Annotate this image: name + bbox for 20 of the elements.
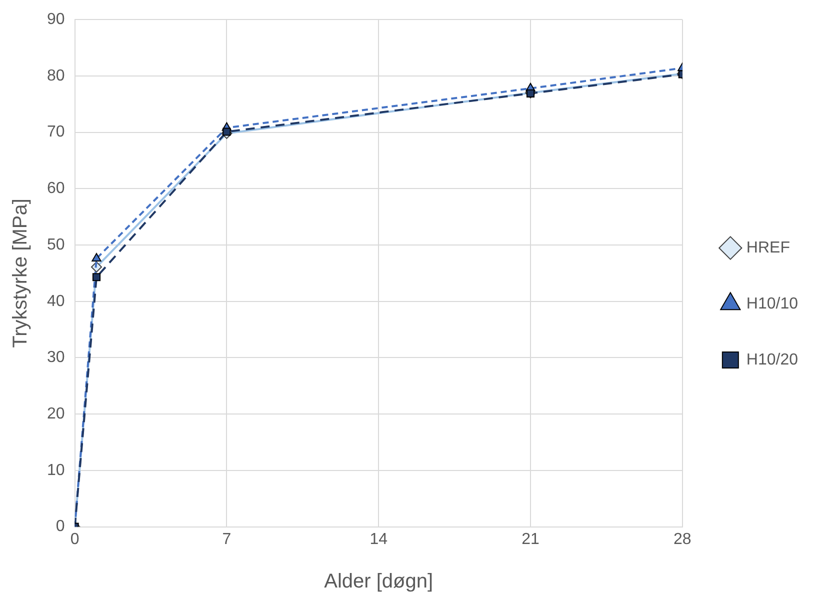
- y-tick-label: 70: [47, 124, 65, 141]
- x-axis-title: Alder [døgn]: [324, 570, 434, 593]
- x-tick-label: 7: [222, 530, 232, 548]
- y-tick-label: 30: [47, 349, 65, 366]
- y-tick-label: 40: [47, 292, 65, 310]
- y-axis-title: Trykstyrke [MPa]: [10, 198, 32, 348]
- y-tick-label: 10: [47, 462, 65, 479]
- y-tick-label: 90: [47, 11, 65, 28]
- x-tick-label: 21: [522, 530, 540, 548]
- legend-label: H10/20: [746, 351, 798, 368]
- legend-label: HREF: [746, 239, 790, 256]
- y-tick-label: 60: [47, 180, 65, 198]
- x-tick-label: 0: [70, 530, 80, 548]
- y-tick-label: 50: [47, 236, 65, 254]
- x-tick-label: 28: [674, 530, 692, 548]
- x-tick-label: 14: [370, 530, 388, 548]
- legend-label: H10/10: [746, 295, 798, 312]
- y-tick-label: 80: [47, 67, 65, 84]
- y-tick-label: 20: [47, 405, 65, 422]
- y-tick-label: 0: [56, 518, 65, 536]
